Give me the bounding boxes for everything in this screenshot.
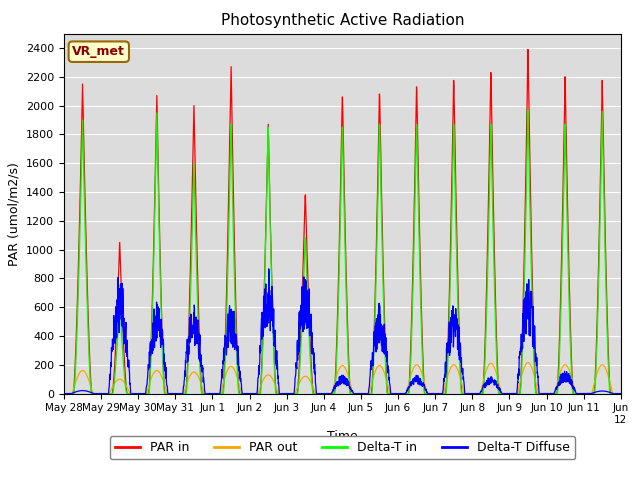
PAR out bbox=[584, 391, 591, 396]
PAR in bbox=[60, 391, 68, 396]
Delta-T Diffuse bbox=[617, 391, 625, 396]
Delta-T Diffuse bbox=[584, 391, 591, 396]
Delta-T in bbox=[216, 391, 223, 396]
Delta-T in bbox=[358, 391, 366, 396]
Delta-T in bbox=[568, 377, 575, 383]
X-axis label: Time: Time bbox=[327, 431, 358, 444]
Delta-T in bbox=[504, 391, 512, 396]
Delta-T Diffuse bbox=[359, 391, 367, 396]
Delta-T Diffuse bbox=[216, 391, 223, 396]
Legend: PAR in, PAR out, Delta-T in, Delta-T Diffuse: PAR in, PAR out, Delta-T in, Delta-T Dif… bbox=[109, 436, 575, 459]
PAR in bbox=[371, 317, 378, 323]
PAR out bbox=[568, 375, 575, 381]
PAR in bbox=[617, 391, 625, 396]
Delta-T in bbox=[371, 333, 378, 338]
Line: Delta-T in: Delta-T in bbox=[64, 110, 621, 394]
Delta-T in bbox=[524, 107, 532, 113]
PAR out bbox=[371, 370, 378, 376]
PAR in bbox=[568, 366, 575, 372]
Delta-T in bbox=[584, 391, 591, 396]
Delta-T in bbox=[617, 391, 625, 396]
Text: VR_met: VR_met bbox=[72, 45, 125, 58]
PAR in bbox=[524, 47, 532, 52]
PAR out bbox=[524, 360, 532, 366]
Delta-T Diffuse bbox=[60, 391, 68, 396]
Line: Delta-T Diffuse: Delta-T Diffuse bbox=[64, 269, 621, 394]
PAR in bbox=[584, 391, 591, 396]
PAR in bbox=[504, 391, 512, 396]
Line: PAR in: PAR in bbox=[64, 49, 621, 394]
PAR out bbox=[358, 391, 366, 396]
Delta-T in bbox=[60, 391, 68, 396]
PAR out bbox=[504, 391, 512, 396]
Delta-T Diffuse bbox=[371, 343, 379, 348]
PAR out bbox=[216, 391, 223, 396]
Title: Photosynthetic Active Radiation: Photosynthetic Active Radiation bbox=[221, 13, 464, 28]
Line: PAR out: PAR out bbox=[64, 363, 621, 394]
Delta-T Diffuse bbox=[265, 266, 273, 272]
Delta-T Diffuse bbox=[504, 391, 512, 396]
Delta-T Diffuse bbox=[568, 382, 575, 388]
PAR in bbox=[358, 391, 366, 396]
PAR out bbox=[617, 391, 625, 396]
PAR out bbox=[60, 391, 68, 396]
PAR in bbox=[216, 391, 223, 396]
Y-axis label: PAR (umol/m2/s): PAR (umol/m2/s) bbox=[8, 162, 20, 265]
